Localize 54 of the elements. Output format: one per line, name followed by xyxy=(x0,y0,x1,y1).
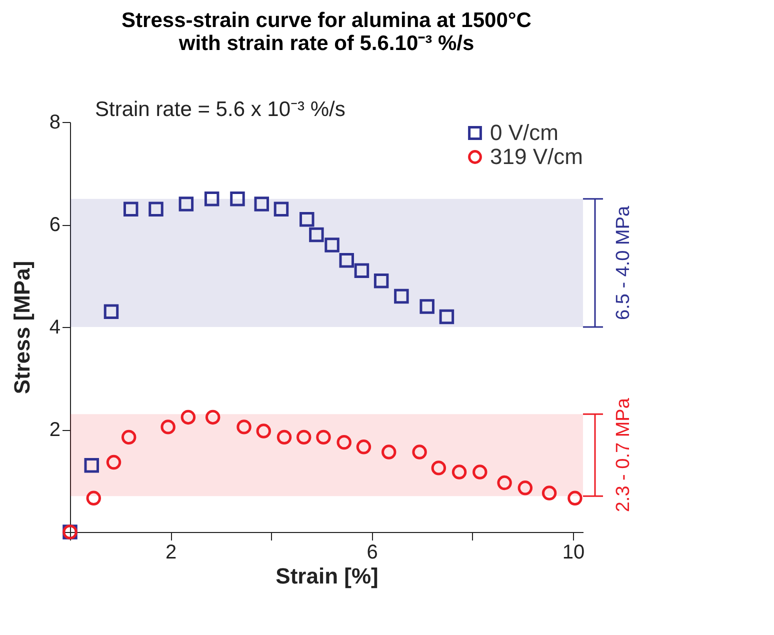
point xyxy=(394,288,409,304)
point xyxy=(300,212,314,227)
point xyxy=(381,444,396,460)
point xyxy=(518,480,533,496)
point xyxy=(324,238,340,252)
x-tick-label: 10 xyxy=(562,542,585,564)
y-tick-label: 6 xyxy=(49,214,60,236)
point xyxy=(178,196,194,212)
point xyxy=(256,424,272,438)
legend-label: 0 V/cm xyxy=(490,120,558,145)
point xyxy=(236,420,252,434)
point xyxy=(309,227,324,242)
point xyxy=(254,196,269,212)
point xyxy=(542,486,557,500)
point xyxy=(204,192,220,206)
point xyxy=(276,430,292,445)
point xyxy=(431,460,446,476)
point xyxy=(356,440,372,454)
text: Strain rate = 5.6 x 10⁻³ %/s xyxy=(95,98,346,121)
point xyxy=(472,464,488,480)
y-axis-title: Stress [MPa] xyxy=(9,260,34,394)
point xyxy=(104,304,119,319)
point xyxy=(412,444,427,460)
band-label: 6.5 - 4.0 MPa xyxy=(613,205,634,320)
point xyxy=(180,410,196,425)
point xyxy=(274,202,289,216)
chart-title: Stress-strain curve for alumina at 1500°C with strain rate of 5.6.10⁻³ %/s xyxy=(122,9,532,55)
point xyxy=(336,434,352,450)
point xyxy=(106,454,122,470)
point xyxy=(86,490,102,506)
point xyxy=(123,202,138,216)
y-tick-label: 4 xyxy=(49,316,60,338)
x-axis-title: Strain [%] xyxy=(276,564,378,588)
point xyxy=(452,464,467,480)
point xyxy=(339,253,354,268)
point xyxy=(84,458,99,473)
point xyxy=(354,263,370,278)
point xyxy=(148,202,164,216)
y-tick-label: 2 xyxy=(49,419,60,441)
point xyxy=(420,299,434,314)
point xyxy=(439,309,454,324)
point xyxy=(316,430,331,445)
point xyxy=(497,475,512,490)
legend-label: 319 V/cm xyxy=(490,144,583,169)
point xyxy=(296,430,312,445)
point xyxy=(374,274,389,288)
band-label: 2.3 - 0.7 MPa xyxy=(613,398,634,512)
point xyxy=(121,430,136,445)
x-tick-label: 6 xyxy=(366,542,378,564)
y-tick-label: 8 xyxy=(49,112,60,134)
point xyxy=(205,410,220,425)
x-tick-label: 2 xyxy=(166,542,177,564)
point xyxy=(230,192,245,206)
point xyxy=(160,420,176,434)
